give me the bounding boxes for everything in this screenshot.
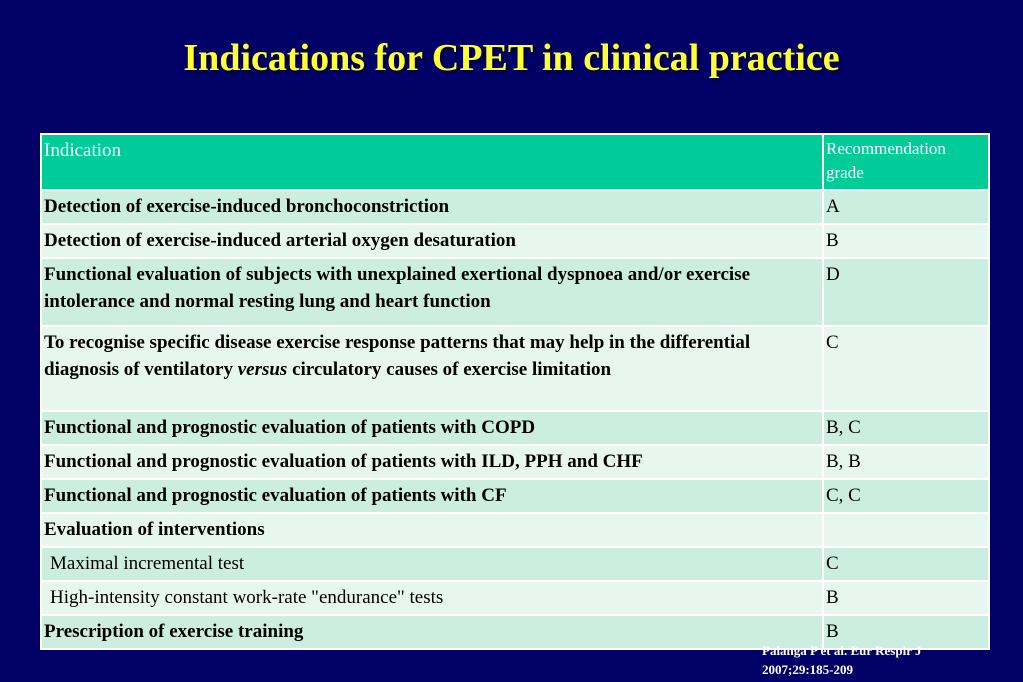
indication-cell: Functional and prognostic evaluation of … <box>40 478 824 514</box>
indication-cell: Functional and prognostic evaluation of … <box>40 444 824 480</box>
indication-cell: Detection of exercise-induced arterial o… <box>40 223 824 259</box>
indication-cell: Prescription of exercise training <box>40 614 824 650</box>
indication-cell: Functional evaluation of subjects with u… <box>40 257 824 327</box>
grade-cell: C, C <box>822 478 990 514</box>
table-row: To recognise specific disease exercise r… <box>40 325 990 412</box>
citation-line-1: Palanga P et al. Eur Respir J <box>762 643 922 658</box>
grade-cell: B <box>822 614 990 650</box>
table-header-row: Indication Recommendation grade <box>40 133 990 191</box>
table-row: Detection of exercise-induced bronchocon… <box>40 189 990 225</box>
grade-cell: B, C <box>822 410 990 446</box>
grade-cell <box>822 512 990 548</box>
grade-cell: B <box>822 580 990 616</box>
table-row: Evaluation of interventions <box>40 512 990 548</box>
slide-title: Indications for CPET in clinical practic… <box>183 37 840 79</box>
indications-table: Indication Recommendation grade Detectio… <box>40 133 990 650</box>
table-row: Functional evaluation of subjects with u… <box>40 257 990 327</box>
indication-cell: Detection of exercise-induced bronchocon… <box>40 189 824 225</box>
grade-cell: C <box>822 325 990 412</box>
grade-cell: D <box>822 257 990 327</box>
indication-cell: Maximal incremental test <box>40 546 824 582</box>
indication-text-italic: versus <box>237 359 288 380</box>
table-row: Functional and prognostic evaluation of … <box>40 478 990 514</box>
grade-cell: A <box>822 189 990 225</box>
grade-cell: B, B <box>822 444 990 480</box>
table-row: High-intensity constant work-rate "endur… <box>40 580 990 616</box>
header-indication: Indication <box>40 133 824 191</box>
table-row: Functional and prognostic evaluation of … <box>40 410 990 446</box>
table-row: Prescription of exercise training B <box>40 614 990 650</box>
indication-text-after: circulatory causes of exercise limitatio… <box>287 359 612 380</box>
indication-cell: High-intensity constant work-rate "endur… <box>40 580 824 616</box>
table-row: Maximal incremental test C <box>40 546 990 582</box>
table-row: Detection of exercise-induced arterial o… <box>40 223 990 259</box>
indication-text-before: To recognise specific disease exercise r… <box>44 332 751 380</box>
grade-cell: C <box>822 546 990 582</box>
indication-cell: Evaluation of interventions <box>40 512 824 548</box>
grade-cell: B <box>822 223 990 259</box>
citation: Palanga P et al. Eur Respir J 2007;29:18… <box>762 641 1012 679</box>
table-row: Functional and prognostic evaluation of … <box>40 444 990 480</box>
indication-cell: To recognise specific disease exercise r… <box>40 325 824 412</box>
indication-cell: Functional and prognostic evaluation of … <box>40 410 824 446</box>
header-recommendation-grade: Recommendation grade <box>822 133 990 191</box>
citation-line-2: 2007;29:185-209 <box>762 662 853 677</box>
